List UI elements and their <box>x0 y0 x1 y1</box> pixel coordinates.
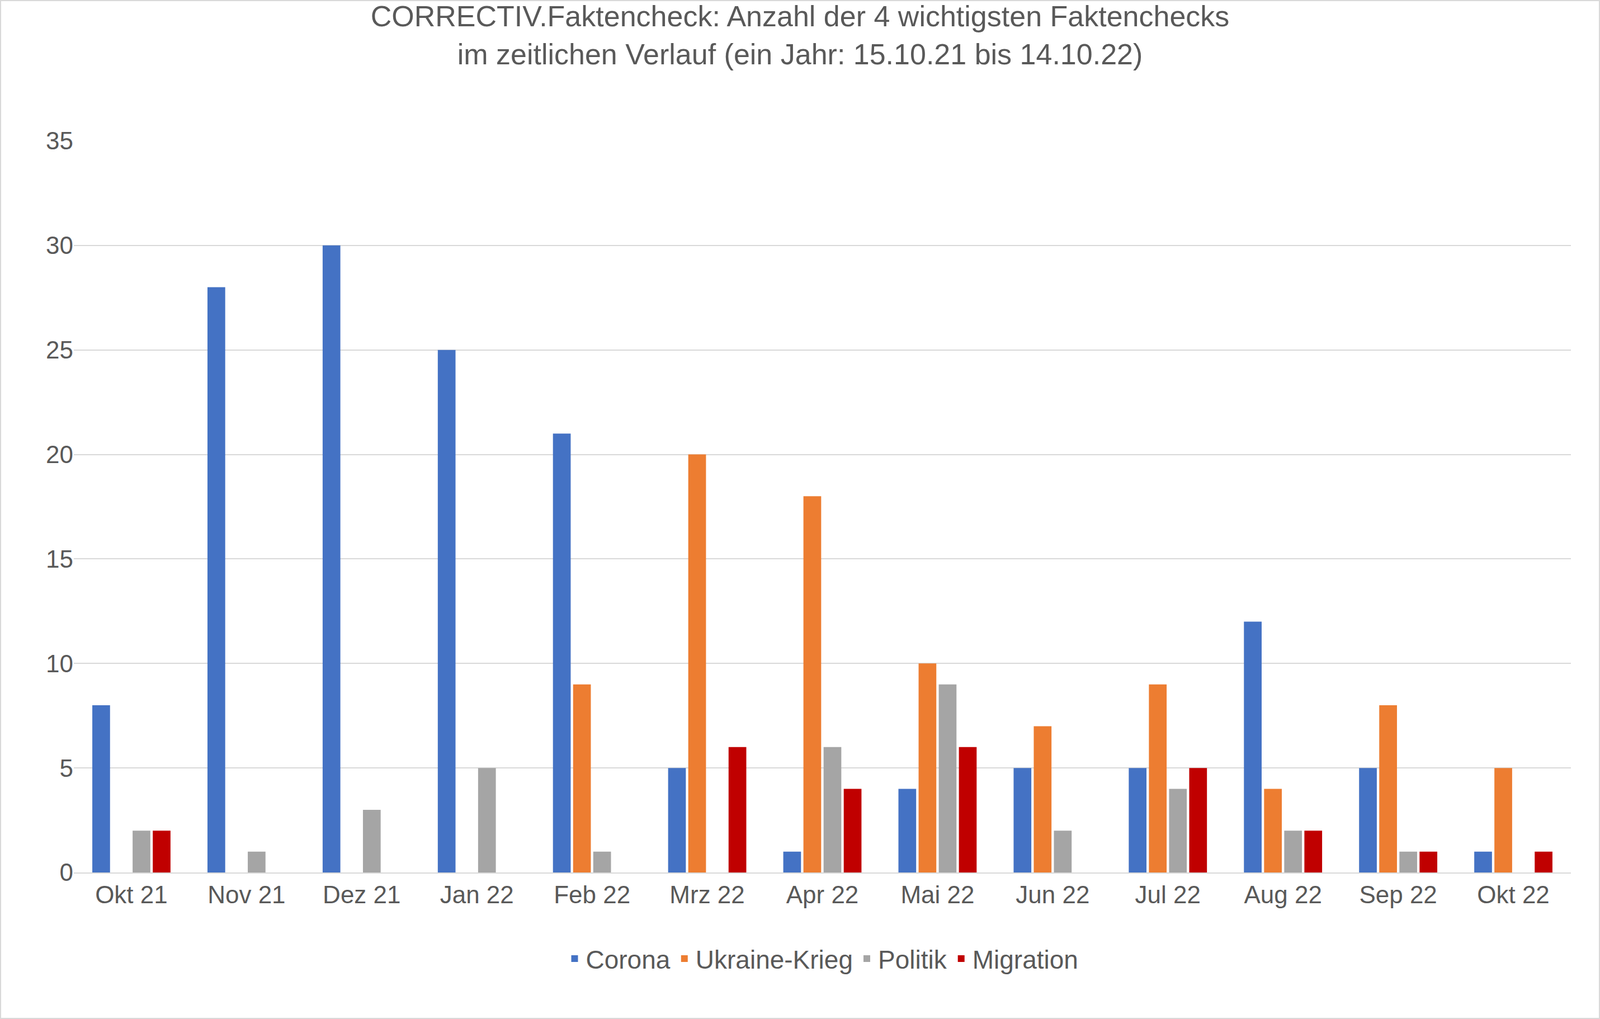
svg-text:Nov 21: Nov 21 <box>207 880 286 909</box>
svg-text:CORRECTIV.Faktencheck: Anzahl: CORRECTIV.Faktencheck: Anzahl der 4 wich… <box>370 1 1230 71</box>
svg-text:35: 35 <box>45 126 74 155</box>
svg-text:Politik: Politik <box>878 945 948 975</box>
svg-text:Jan 22: Jan 22 <box>440 880 514 909</box>
svg-text:Feb 22: Feb 22 <box>553 880 631 909</box>
svg-text:Mrz 22: Mrz 22 <box>669 880 745 909</box>
svg-text:Ukraine-Krieg: Ukraine-Krieg <box>695 945 853 975</box>
svg-text:Corona: Corona <box>586 945 671 975</box>
svg-text:Migration: Migration <box>972 945 1079 975</box>
svg-text:Dez 21: Dez 21 <box>322 880 401 909</box>
svg-text:25: 25 <box>45 336 74 364</box>
svg-text:Okt 21: Okt 21 <box>95 880 168 909</box>
svg-text:Mai 22: Mai 22 <box>900 880 975 909</box>
svg-text:15: 15 <box>45 545 74 573</box>
svg-text:Apr 22: Apr 22 <box>786 880 860 909</box>
svg-text:Okt 22: Okt 22 <box>1476 880 1550 909</box>
svg-text:10: 10 <box>45 649 74 678</box>
svg-text:Sep 22: Sep 22 <box>1358 880 1437 909</box>
svg-text:0: 0 <box>59 858 74 886</box>
svg-text:30: 30 <box>45 231 74 259</box>
svg-text:Aug 22: Aug 22 <box>1243 880 1322 909</box>
svg-text:Jul 22: Jul 22 <box>1135 880 1201 909</box>
svg-text:20: 20 <box>45 440 74 469</box>
svg-text:Jun 22: Jun 22 <box>1015 880 1090 909</box>
svg-text:5: 5 <box>59 754 74 782</box>
